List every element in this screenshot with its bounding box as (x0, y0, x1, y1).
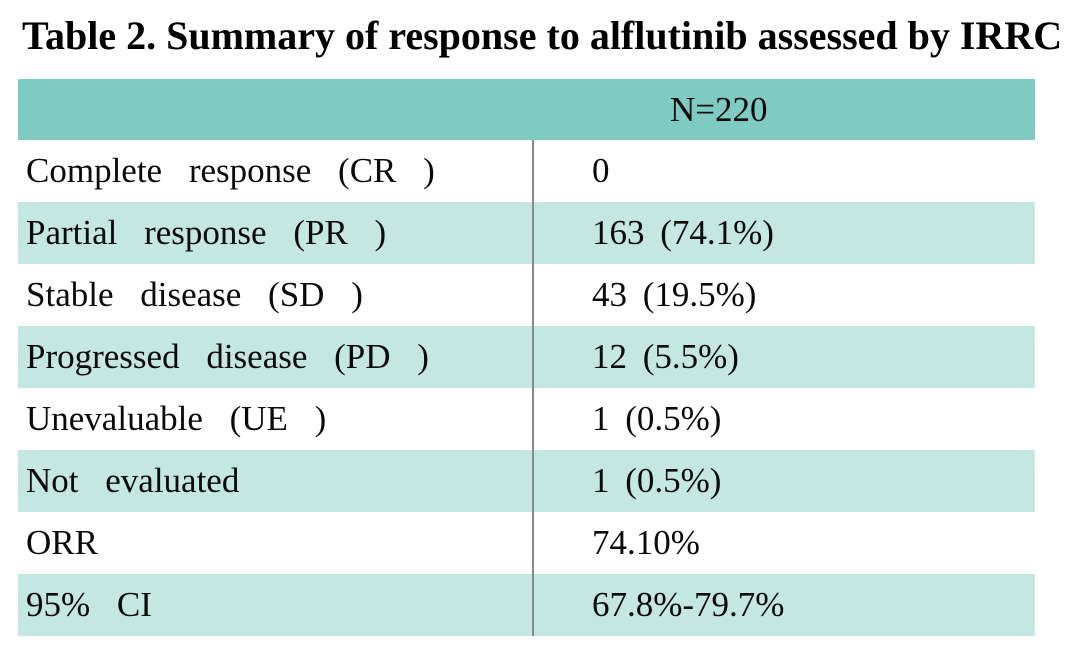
column-divider-line (532, 140, 534, 636)
row-label-cell: Progressed disease (PD ) (26, 337, 429, 376)
table-row: 95% CI 67.8%-79.7% (18, 574, 1035, 636)
row-label-cell: Partial response (PR ) (26, 213, 387, 252)
row-value-cell: 67.8%-79.7% (592, 585, 785, 624)
row-value-cell: 12 (5.5%) (592, 337, 739, 376)
table-row: Stable disease (SD ) 43 (19.5%) (18, 264, 1035, 326)
row-value-cell: 1 (0.5%) (592, 399, 722, 438)
table-row: Partial response (PR ) 163 (74.1%) (18, 202, 1035, 264)
row-value-cell: 0 (592, 151, 610, 190)
row-label-cell: Not evaluated (26, 461, 240, 500)
row-label-cell: Complete response (CR ) (26, 151, 435, 190)
table-row: ORR 74.10% (18, 512, 1035, 574)
header-n-value: N=220 (670, 90, 768, 129)
table-row: Progressed disease (PD ) 12 (5.5%) (18, 326, 1035, 388)
table-row: Complete response (CR ) 0 (18, 140, 1035, 202)
table-row: Unevaluable (UE ) 1 (0.5%) (18, 388, 1035, 450)
row-label-cell: ORR (26, 523, 98, 562)
table-title: Table 2. Summary of response to alflutin… (22, 13, 1063, 58)
row-value-cell: 1 (0.5%) (592, 461, 722, 500)
response-summary-table: N=220 Complete response (CR ) 0 Partial … (18, 79, 1035, 636)
table-row: Not evaluated 1 (0.5%) (18, 450, 1035, 512)
row-value-cell: 163 (74.1%) (592, 213, 774, 252)
row-label-cell: Stable disease (SD ) (26, 275, 363, 314)
row-label-cell: Unevaluable (UE ) (26, 399, 327, 438)
row-value-cell: 43 (19.5%) (592, 275, 757, 314)
row-label-cell: 95% CI (26, 585, 152, 624)
table-header-row: N=220 (18, 79, 1035, 140)
row-value-cell: 74.10% (592, 523, 700, 562)
